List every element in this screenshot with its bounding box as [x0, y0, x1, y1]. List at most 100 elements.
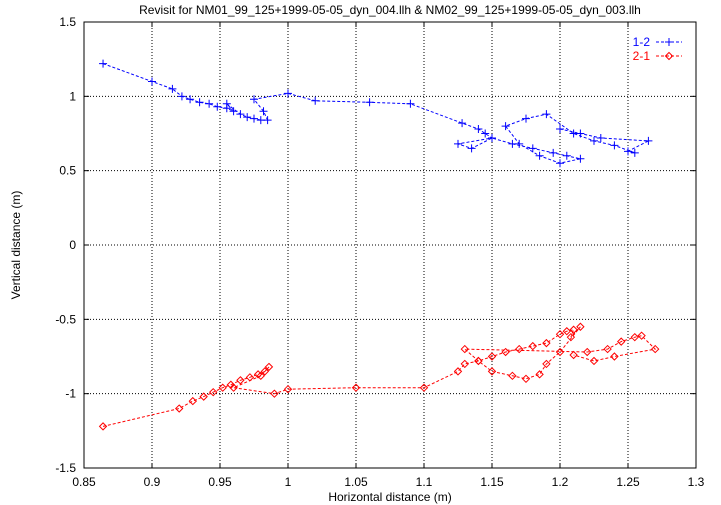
- data-point: [515, 139, 524, 148]
- data-point: [283, 384, 293, 394]
- x-tick-label: 1.2: [552, 475, 569, 489]
- data-point: [576, 322, 585, 331]
- data-point: [582, 347, 592, 357]
- data-point: [569, 129, 578, 138]
- data-point: [596, 133, 605, 142]
- data-point: [603, 344, 612, 354]
- legend-item-2-1: 2-1: [633, 49, 682, 63]
- data-point: [542, 359, 551, 369]
- data-point: [467, 144, 476, 153]
- data-point: [562, 151, 571, 160]
- series-2-1: [98, 322, 660, 431]
- data-point: [284, 89, 292, 98]
- data-point: [250, 95, 258, 104]
- x-tick-label: 1.25: [616, 475, 640, 489]
- y-axis-title: Vertical distance (m): [9, 191, 23, 300]
- legend-item-1-2: 1-2: [633, 35, 682, 49]
- data-point: [630, 332, 640, 342]
- data-point: [488, 133, 496, 142]
- data-point: [208, 387, 218, 397]
- x-tick-label: 1.3: [688, 475, 705, 489]
- data-point: [522, 114, 530, 123]
- data-point: [177, 92, 186, 101]
- data-point: [186, 95, 195, 104]
- data-point: [569, 350, 578, 360]
- data-point: [222, 99, 231, 108]
- data-point: [487, 352, 497, 361]
- data-point: [474, 356, 483, 366]
- data-point: [148, 77, 156, 86]
- series-line: [102, 326, 657, 427]
- data-point: [616, 337, 626, 346]
- data-point: [311, 96, 320, 105]
- y-tick-label: 0.5: [59, 164, 76, 178]
- data-point: [508, 371, 517, 381]
- series-line: [102, 63, 651, 164]
- x-tick-label: 1.15: [480, 475, 504, 489]
- data-point: [245, 373, 255, 382]
- data-point: [481, 129, 490, 138]
- grid-lines: [84, 22, 696, 468]
- axis-ticks: 0.85 0.9 0.95 1 1.05 1.1 1.15 1.2 1.25 1.3 -1.5 -1 -…: [55, 15, 704, 489]
- data-point: [501, 347, 510, 357]
- data-point: [535, 151, 544, 160]
- data-point: [260, 367, 270, 376]
- data-point: [555, 347, 565, 357]
- data-point: [562, 327, 572, 336]
- data-point: [243, 113, 252, 122]
- data-point: [508, 139, 517, 148]
- data-point: [589, 356, 599, 366]
- data-point: [610, 352, 619, 361]
- data-point: [566, 332, 576, 342]
- data-point: [576, 154, 585, 163]
- data-point: [453, 367, 463, 376]
- data-point: [454, 139, 462, 148]
- data-point: [555, 329, 565, 339]
- data-point: [99, 59, 108, 68]
- x-tick-label: 1.05: [344, 475, 368, 489]
- data-point: [474, 125, 483, 134]
- data-point: [250, 114, 258, 123]
- data-point: [458, 119, 467, 128]
- data-point: [569, 325, 578, 334]
- data-point: [259, 107, 268, 116]
- x-tick-label: 0.9: [144, 475, 161, 489]
- data-point: [535, 370, 544, 379]
- data-series: [98, 59, 660, 431]
- data-point: [549, 148, 558, 157]
- legend: 1-22-1: [633, 35, 682, 63]
- data-point: [229, 107, 238, 116]
- data-point: [199, 392, 208, 401]
- legend-marker: [665, 38, 673, 46]
- data-point: [195, 98, 204, 107]
- data-point: [624, 147, 632, 156]
- y-tick-label: -1: [65, 387, 76, 401]
- data-point: [542, 110, 551, 119]
- data-point: [236, 110, 245, 119]
- x-tick-label: 1.1: [416, 475, 433, 489]
- data-point: [236, 376, 245, 385]
- data-point: [218, 383, 227, 392]
- data-point: [351, 383, 361, 392]
- legend-label: 1-2: [633, 35, 651, 49]
- data-point: [556, 125, 564, 134]
- data-point: [213, 102, 222, 111]
- data-point: [630, 148, 639, 157]
- legend-marker: [664, 51, 674, 61]
- data-point: [528, 144, 537, 153]
- data-point: [644, 136, 653, 145]
- data-point: [256, 116, 265, 125]
- x-axis-title: Horizontal distance (m): [328, 490, 451, 504]
- data-point: [556, 159, 564, 168]
- data-point: [270, 389, 279, 398]
- data-point: [256, 371, 266, 381]
- data-point: [590, 136, 598, 145]
- series-1-2: [99, 59, 653, 168]
- data-point: [528, 341, 538, 351]
- data-point: [98, 422, 108, 431]
- data-point: [365, 98, 374, 107]
- data-point: [460, 344, 470, 354]
- data-point: [229, 383, 238, 392]
- y-tick-label: 1.5: [59, 15, 76, 29]
- data-point: [650, 344, 660, 354]
